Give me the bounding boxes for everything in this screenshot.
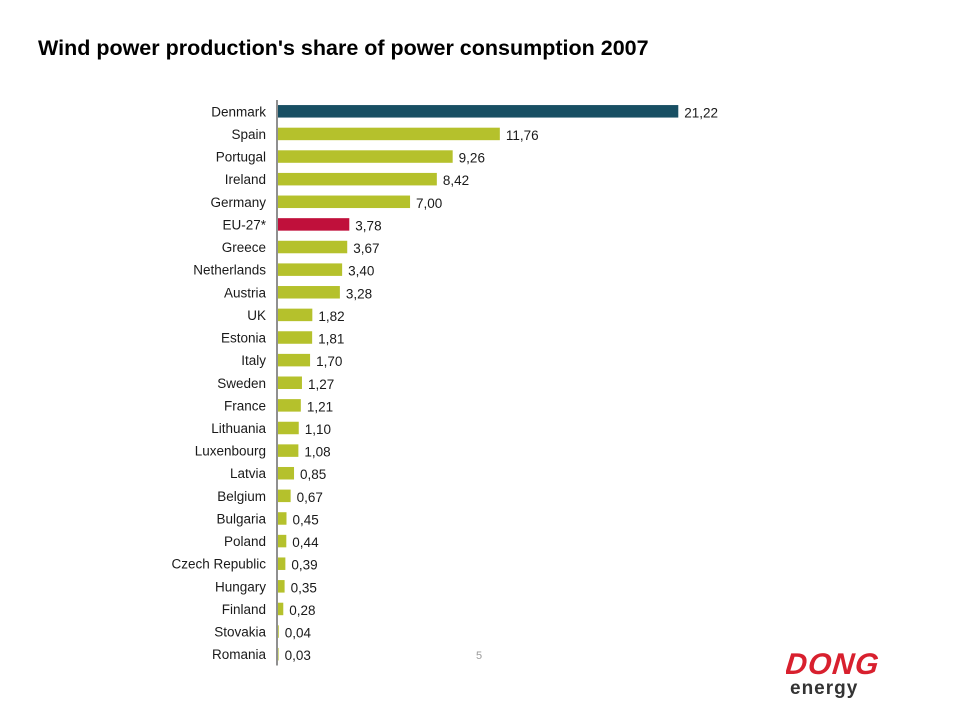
category-label: Luxenbourg — [195, 444, 266, 459]
bar-belgium — [278, 489, 291, 503]
value-label: 1,82 — [318, 309, 344, 324]
bar-portugal — [278, 150, 453, 163]
value-label: 3,78 — [355, 218, 381, 233]
bar-italy — [278, 353, 311, 367]
category-label: Germany — [210, 195, 266, 210]
bar-luxenbourg — [278, 444, 299, 457]
bar-ireland — [278, 172, 437, 186]
bar-latvia — [278, 466, 295, 480]
value-label: 1,10 — [305, 422, 331, 437]
dong-energy-logo: DONG energy — [784, 648, 926, 705]
bar-bulgaria — [278, 512, 287, 525]
category-label: Denmark — [211, 104, 266, 119]
bar-france — [278, 399, 301, 412]
value-label: 8,42 — [443, 173, 469, 188]
bar-germany — [278, 195, 411, 209]
value-label: 1,70 — [316, 354, 342, 369]
bar-finland — [278, 602, 284, 616]
value-label: 0,85 — [300, 467, 326, 482]
bar-czech-republic — [278, 557, 286, 570]
value-label: 1,21 — [307, 399, 333, 414]
bar-hungary — [278, 580, 285, 593]
logo-wordmark-bottom: energy — [790, 678, 858, 699]
bar-spain — [278, 127, 500, 141]
category-label: Latvia — [230, 466, 267, 481]
value-label: 0,35 — [291, 580, 317, 595]
category-label: Lithuania — [211, 421, 266, 436]
value-label: 3,28 — [346, 286, 372, 301]
category-label: Hungary — [215, 579, 266, 594]
bar-greece — [278, 240, 348, 254]
bar-estonia — [278, 331, 313, 344]
category-label: Bulgaria — [216, 511, 266, 526]
bar-netherlands — [278, 263, 343, 276]
value-label: 11,76 — [506, 128, 539, 143]
bar-austria — [278, 286, 340, 299]
category-label: Stovakia — [214, 625, 266, 640]
category-label: UK — [247, 308, 266, 323]
value-label: 7,00 — [416, 196, 442, 211]
bar-stovakia — [278, 625, 279, 638]
bar-denmark — [278, 105, 679, 118]
bar-lithuania — [278, 421, 299, 435]
value-label: 0,45 — [292, 512, 318, 527]
category-label: Ireland — [225, 172, 266, 187]
bar-eu-27 — [278, 218, 350, 231]
page-number: 5 — [476, 650, 483, 662]
category-label: Italy — [241, 353, 266, 368]
category-label: Austria — [224, 285, 267, 300]
value-label: 0,28 — [289, 603, 315, 618]
value-label: 0,03 — [285, 648, 311, 663]
value-label: 3,67 — [353, 241, 379, 256]
category-label: Spain — [231, 127, 266, 142]
value-label: 0,39 — [291, 558, 317, 573]
value-label: 21,22 — [684, 105, 718, 120]
bar-romania — [278, 647, 279, 661]
category-label: Greece — [222, 240, 266, 255]
category-label: Netherlands — [193, 263, 266, 278]
value-label: 3,40 — [348, 264, 374, 279]
bar-sweden — [278, 376, 302, 389]
value-label: 0,44 — [292, 535, 319, 550]
category-label: Belgium — [217, 489, 266, 504]
logo-wordmark-top: DONG — [786, 650, 881, 681]
category-label: Estonia — [221, 331, 267, 346]
value-label: 1,08 — [304, 445, 330, 460]
category-label: Czech Republic — [171, 557, 266, 572]
value-label: 1,27 — [308, 377, 334, 392]
bar-uk — [278, 308, 313, 322]
value-label: 0,67 — [297, 490, 323, 505]
category-label: Poland — [224, 534, 266, 549]
value-label: 1,81 — [318, 332, 344, 347]
value-label: 9,26 — [459, 151, 485, 166]
category-label: Finland — [222, 602, 266, 617]
category-label: Romania — [212, 647, 267, 662]
category-label: Portugal — [216, 150, 266, 165]
value-label: 0,04 — [285, 626, 312, 641]
category-label: EU-27* — [222, 217, 266, 232]
category-label: France — [224, 398, 266, 413]
chart-title: Wind power production's share of power c… — [38, 36, 649, 60]
category-label: Sweden — [217, 376, 266, 391]
bar-poland — [278, 534, 287, 548]
